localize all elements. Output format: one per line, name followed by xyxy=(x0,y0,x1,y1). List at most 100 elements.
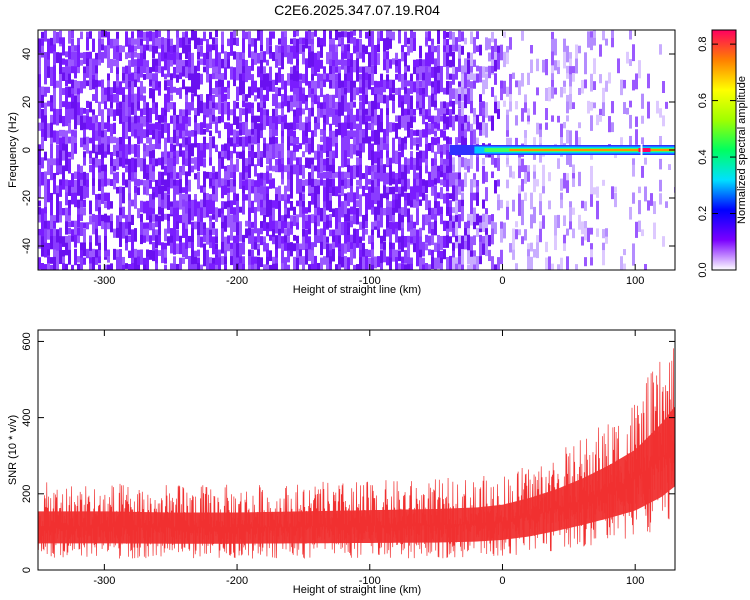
spectrogram-cell xyxy=(167,102,170,113)
spectrogram-cell xyxy=(215,249,218,256)
spectrogram-cell xyxy=(611,122,614,133)
spectrogram-cell xyxy=(332,115,335,125)
spectrogram-cell xyxy=(116,52,119,65)
spectrogram-cell xyxy=(356,136,359,153)
spectrogram-cell xyxy=(185,31,188,42)
spectrogram-cell xyxy=(563,122,566,129)
spectrogram-cell xyxy=(401,108,404,118)
spectrogram-cell xyxy=(380,263,383,270)
spectrogram-cell xyxy=(62,115,65,127)
spectrogram-cell xyxy=(560,87,563,98)
spectrogram-cell xyxy=(401,101,404,114)
spectrogram-cell xyxy=(662,81,665,94)
spectrogram-cell xyxy=(371,229,374,237)
spectrogram-cell xyxy=(218,79,221,90)
spectrogram-cell xyxy=(164,257,167,264)
spectrogram-cell xyxy=(110,136,113,144)
spectrogram-y-axis-label: Frequency (Hz) xyxy=(7,112,19,188)
spectrogram-cell xyxy=(569,130,572,146)
spectrogram-cell xyxy=(281,52,284,70)
spectrogram-cell xyxy=(116,157,119,171)
spectrogram-cell xyxy=(155,135,158,149)
spectrogram-cell xyxy=(125,122,128,140)
spectrogram-cell xyxy=(257,52,260,64)
spectrogram-cell xyxy=(365,129,368,144)
spectrogram-cell xyxy=(41,171,44,185)
spectrogram-cell xyxy=(185,86,188,101)
spectrogram-cell xyxy=(158,37,161,49)
snr-x-tick-label: -100 xyxy=(359,575,381,587)
spectrogram-cell xyxy=(272,116,275,130)
spectrogram-cell xyxy=(266,44,269,55)
spectrogram-cell xyxy=(407,178,410,190)
spectrogram-cell xyxy=(281,122,284,135)
spectrogram-cell xyxy=(50,128,53,141)
spectrogram-cell xyxy=(77,179,80,187)
spectrogram-cell xyxy=(311,88,314,95)
spectrogram-cell xyxy=(494,157,497,168)
spectrogram-cell xyxy=(425,52,428,67)
spectrogram-cell xyxy=(374,109,377,118)
spectrogram-cell xyxy=(317,151,320,168)
spectrogram-cell xyxy=(452,185,455,200)
spectrogram-cell xyxy=(317,115,320,124)
spectrogram-cell xyxy=(86,31,89,39)
spectrogram-cell xyxy=(533,249,536,258)
spectrogram-cell xyxy=(320,179,323,186)
spectrogram-cell xyxy=(158,114,161,128)
spectrogram-cell xyxy=(362,228,365,237)
spectrogram-cell xyxy=(584,201,587,211)
spectrogram-cell xyxy=(83,207,86,216)
spectrogram-cell xyxy=(476,73,479,83)
spectrogram-cell xyxy=(149,207,152,220)
spectrogram-cell xyxy=(353,165,356,180)
spectrogram-cell xyxy=(50,73,53,83)
spectrogram-cell xyxy=(83,129,86,146)
spectrogram-cell xyxy=(158,87,161,96)
spectrogram-cell xyxy=(440,257,443,266)
spectrogram-cell xyxy=(131,102,134,115)
spectrogram-cell xyxy=(41,129,44,139)
spectrogram-cell xyxy=(209,108,212,121)
spectrogram-cell xyxy=(50,45,53,54)
spectrogram-cell xyxy=(197,262,200,270)
spectrogram-cell xyxy=(410,151,413,158)
spectrogram-cell xyxy=(239,129,242,136)
spectrogram-cell xyxy=(179,214,182,224)
spectrogram-cell xyxy=(176,221,179,230)
spectrogram-cell xyxy=(632,44,635,62)
spectrogram-cell xyxy=(320,59,323,69)
spectrogram-cell xyxy=(140,137,143,144)
spectrogram-cell xyxy=(191,199,194,210)
spectrogram-cell xyxy=(356,108,359,122)
spectrogram-cell xyxy=(38,179,41,188)
spectrogram-cell xyxy=(188,241,191,249)
spectrogram-cell xyxy=(101,51,104,63)
spectrogram-cell xyxy=(326,236,329,243)
spectrogram-cell xyxy=(119,151,122,162)
spectrogram-cell xyxy=(524,94,527,105)
spectrogram-cell xyxy=(446,80,449,95)
spectrogram-cell xyxy=(281,73,284,90)
spectrogram-cell xyxy=(479,129,482,136)
spectrogram-cell xyxy=(467,243,470,256)
spectrogram-cell xyxy=(299,249,302,257)
spectrogram-cell xyxy=(347,114,350,123)
spectrogram-cell xyxy=(482,199,485,209)
spectrogram-cell xyxy=(314,207,317,217)
spectrogram-cell xyxy=(197,44,200,52)
spectrogram-cell xyxy=(398,186,401,195)
spectrogram-cell xyxy=(89,31,92,39)
spectrogram-cell xyxy=(389,38,392,49)
spectrogram-cell xyxy=(242,129,245,136)
spectrogram-cell xyxy=(344,136,347,154)
spectrogram-cell xyxy=(170,94,173,101)
spectrogram-cell xyxy=(167,157,170,174)
spectrogram-cell xyxy=(188,102,191,116)
spectrogram-cell xyxy=(179,172,182,184)
spectrogram-cell xyxy=(371,31,374,41)
spectrogram-cell xyxy=(92,114,95,129)
spectrogram-cell xyxy=(560,123,563,139)
spectrogram-cell xyxy=(221,86,224,103)
spectrogram-cell xyxy=(260,100,263,111)
